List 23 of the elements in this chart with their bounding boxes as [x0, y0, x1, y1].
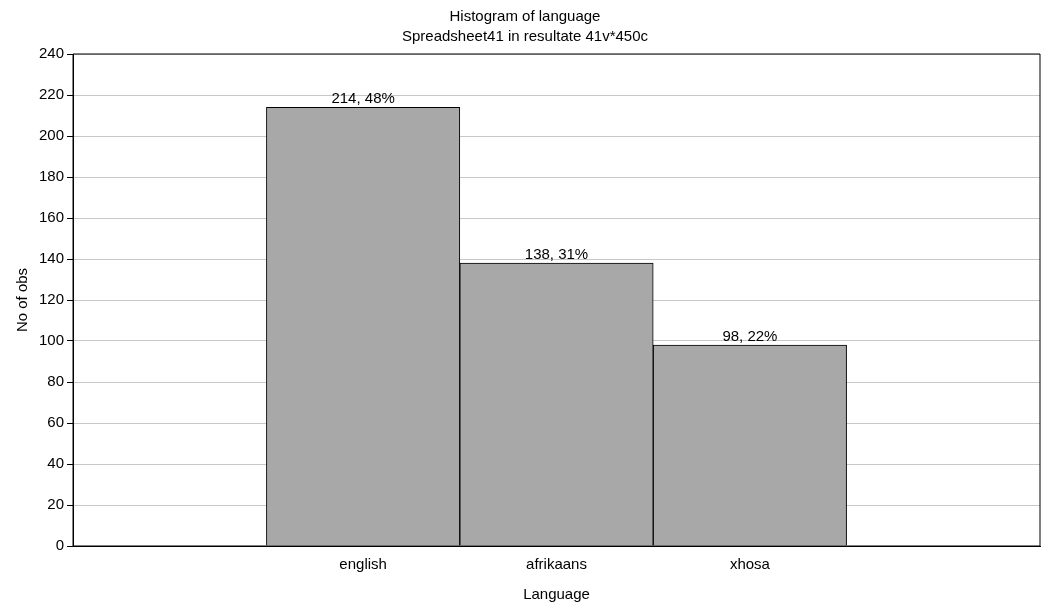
x-tick-label: afrikaans — [526, 555, 587, 573]
y-tick-label: 120 — [39, 290, 65, 308]
data-label: 138, 31% — [524, 244, 589, 262]
x-axis-title: Language — [523, 585, 590, 603]
y-tick-label: 60 — [47, 413, 65, 431]
y-tick-label: 200 — [39, 126, 65, 144]
chart-title: Histogram of language — [449, 7, 601, 25]
chart-subtitle: Spreadsheet41 in resultate 41v*450c — [401, 27, 649, 45]
y-tick-label: 100 — [39, 331, 65, 349]
x-tick-label: english — [339, 555, 387, 573]
y-tick-label: 160 — [39, 208, 65, 226]
y-tick-label: 0 — [55, 536, 65, 554]
y-axis-title: No of obs — [13, 267, 31, 333]
x-tick-label: xhosa — [729, 555, 771, 573]
y-tick-label: 140 — [39, 249, 65, 267]
y-tick-label: 220 — [39, 85, 65, 103]
y-tick-label: 180 — [39, 167, 65, 185]
y-tick-label: 20 — [47, 495, 65, 513]
y-tick-label: 80 — [47, 372, 65, 390]
y-tick-label: 240 — [39, 44, 65, 62]
y-tick-label: 40 — [47, 454, 65, 472]
data-label: 98, 22% — [722, 326, 778, 344]
data-label: 214, 48% — [331, 88, 395, 106]
